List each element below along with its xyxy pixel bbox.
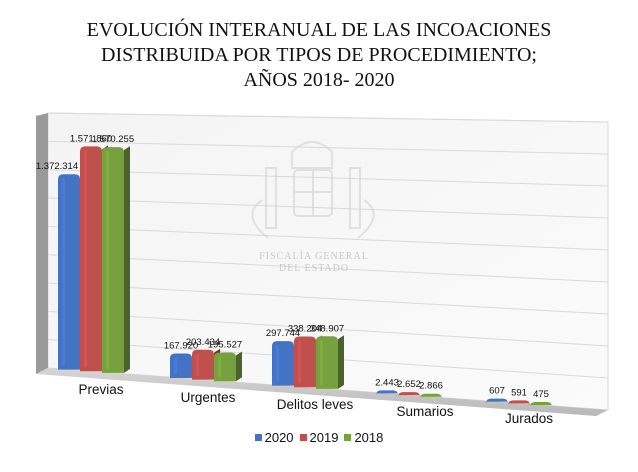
gridline — [47, 254, 609, 283]
bar-highlight — [62, 178, 65, 366]
category-label-delitos-leves: Delitos leves — [277, 397, 354, 412]
legend-label: 2019 — [309, 430, 339, 445]
category-label-previas: Previas — [78, 382, 123, 397]
bar-front — [272, 341, 294, 386]
chart-title-line-3: AÑOS 2018- 2020 — [243, 69, 395, 91]
bar-front — [508, 400, 530, 406]
value-label-2020-0: 1.372.314 — [36, 161, 78, 172]
bar-front — [530, 401, 552, 407]
bar-2018-urgentes — [214, 351, 242, 382]
bar-front — [316, 336, 338, 389]
bar-front — [192, 349, 214, 380]
legend-item-2020: 2020 — [254, 430, 294, 445]
bar-highlight — [276, 345, 279, 382]
bar-2019-jurados — [508, 399, 536, 406]
legend-label: 2020 — [264, 430, 294, 445]
bar-highlight — [196, 353, 199, 376]
bar-front — [420, 393, 442, 399]
chart-title: EVOLUCIÓN INTERANUAL DE LAS INCOACIONES … — [0, 18, 638, 93]
value-label-2019-2: 338.204 — [288, 324, 322, 335]
bar-front — [102, 147, 124, 373]
category-label-jurados: Jurados — [505, 411, 553, 426]
legend-swatch — [344, 434, 352, 441]
value-label-2018-4: 475 — [533, 389, 549, 400]
value-label-2018-2: 348.907 — [310, 323, 344, 334]
gridline — [47, 197, 609, 219]
bar-2018-jurados — [530, 400, 558, 407]
bar-2018-previas — [102, 146, 130, 373]
legend-label: 2018 — [354, 430, 384, 445]
watermark-text-line-2: DEL ESTADO — [279, 263, 349, 274]
bar-front — [214, 352, 236, 382]
category-label-sumarios: Sumarios — [396, 404, 453, 419]
bar-highlight — [84, 150, 87, 368]
chart-gridlines — [47, 112, 609, 379]
category-label-urgentes: Urgentes — [181, 390, 236, 405]
bar-highlight — [218, 356, 221, 378]
value-label-2020-1: 167.920 — [164, 340, 198, 351]
legend-item-2018: 2018 — [344, 430, 383, 445]
legend-swatch — [299, 434, 307, 441]
value-label-2018-1: 195.527 — [208, 339, 242, 350]
legend-swatch — [254, 434, 262, 441]
watermark-emblem — [251, 141, 375, 239]
legend-item-2019: 2019 — [299, 430, 339, 445]
chart-legend: 2020 2019 2018 — [0, 430, 638, 445]
value-label-2019-1: 203.434 — [186, 337, 220, 348]
bar-2018-sumarios — [420, 392, 448, 399]
bar-side — [338, 335, 344, 389]
chart-title-line-1: EVOLUCIÓN INTERANUAL DE LAS INCOACIONES — [86, 19, 552, 41]
value-label-2020-4: 607 — [489, 386, 505, 397]
chart-side-wall — [36, 113, 48, 374]
value-label-2019-3: 2.652 — [397, 379, 421, 390]
bar-2018-delitos-leves — [316, 335, 344, 389]
bar-highlight — [298, 340, 301, 384]
bar-front — [376, 390, 398, 396]
gridline — [47, 225, 609, 251]
value-label-2018-3: 2.866 — [419, 381, 443, 392]
chart-category-labels: Previas Urgentes Delitos leves Sumarios Jura… — [78, 382, 553, 426]
gridline — [47, 282, 609, 315]
bar-front — [80, 146, 102, 372]
value-label-2020-3: 2.443 — [375, 377, 399, 388]
bar-2020-jurados — [486, 397, 514, 404]
bar-2020-sumarios — [376, 389, 404, 396]
bar-highlight — [174, 357, 177, 374]
chart-bars — [58, 145, 558, 407]
bar-side — [124, 146, 130, 373]
gridline — [47, 112, 609, 123]
bar-front — [398, 392, 420, 398]
bar-highlight — [320, 340, 323, 385]
bar-front — [486, 398, 508, 404]
bar-front — [58, 174, 80, 370]
value-label-2019-4: 591 — [511, 387, 527, 398]
value-label-2019-0: 1.571.860 — [70, 133, 112, 144]
bar-2019-sumarios — [398, 391, 426, 398]
gridline — [47, 310, 609, 347]
chart-title-line-2: DISTRIBUIDA POR TIPOS DE PROCEDIMIENTO; — [101, 44, 537, 66]
value-label-2020-2: 297.744 — [266, 328, 300, 339]
bar-highlight — [106, 151, 109, 369]
gridline — [47, 169, 609, 187]
chart-floor — [36, 368, 608, 416]
value-label-2018-0: 1.570.255 — [92, 134, 134, 145]
bar-side — [236, 351, 242, 382]
bar-front — [294, 336, 316, 388]
watermark-text-line-1: FISCALÍA GENERAL — [259, 250, 369, 262]
bar-front — [170, 353, 192, 378]
